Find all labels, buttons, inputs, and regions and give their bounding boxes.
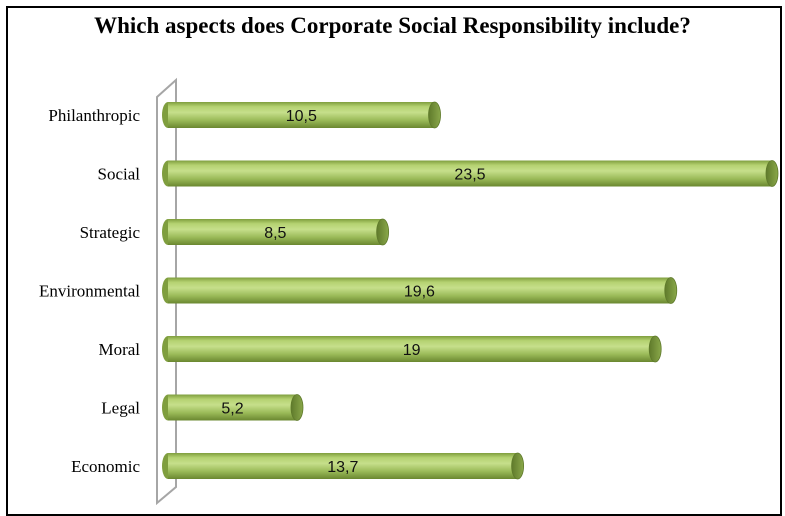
bar-end-cap <box>648 335 662 363</box>
bars <box>162 101 779 480</box>
category-label: Philanthropic <box>48 106 140 125</box>
category-label: Environmental <box>39 282 140 301</box>
bar-end-cap <box>664 277 678 304</box>
bar-end-cap <box>290 394 304 421</box>
category-label: Legal <box>101 399 140 418</box>
bar-chart: Philanthropic 10,5 Social 23,5 Strategic 8,5 E… <box>39 77 779 505</box>
value-label: 23,5 <box>454 167 485 184</box>
axis-wall <box>156 77 177 505</box>
category-label: Social <box>98 165 141 184</box>
bar <box>168 160 772 187</box>
y-axis <box>156 77 177 505</box>
labels: Philanthropic 10,5 Social 23,5 Strategic 8,5 E… <box>39 106 486 476</box>
bar-end-cap <box>428 101 441 129</box>
value-label: 8,5 <box>264 225 286 242</box>
value-label: 10,5 <box>286 108 317 125</box>
bar-end-cap <box>765 160 779 187</box>
chart-frame <box>6 6 782 516</box>
chart-title: Which aspects does Corporate Social Resp… <box>94 13 691 38</box>
bar <box>168 453 518 479</box>
category-label: Strategic <box>80 223 141 242</box>
bar-end-cap <box>511 452 525 480</box>
category-label: Moral <box>98 340 140 359</box>
value-label: 19 <box>403 342 421 359</box>
value-label: 5,2 <box>221 401 243 418</box>
value-label: 13,7 <box>327 459 358 476</box>
bar <box>168 102 435 128</box>
bar <box>168 277 671 304</box>
value-label: 19,6 <box>404 284 435 301</box>
bar-end-cap <box>376 218 390 246</box>
bar <box>168 394 297 421</box>
bar <box>168 219 383 245</box>
category-label: Economic <box>71 457 140 476</box>
bar <box>168 336 656 362</box>
